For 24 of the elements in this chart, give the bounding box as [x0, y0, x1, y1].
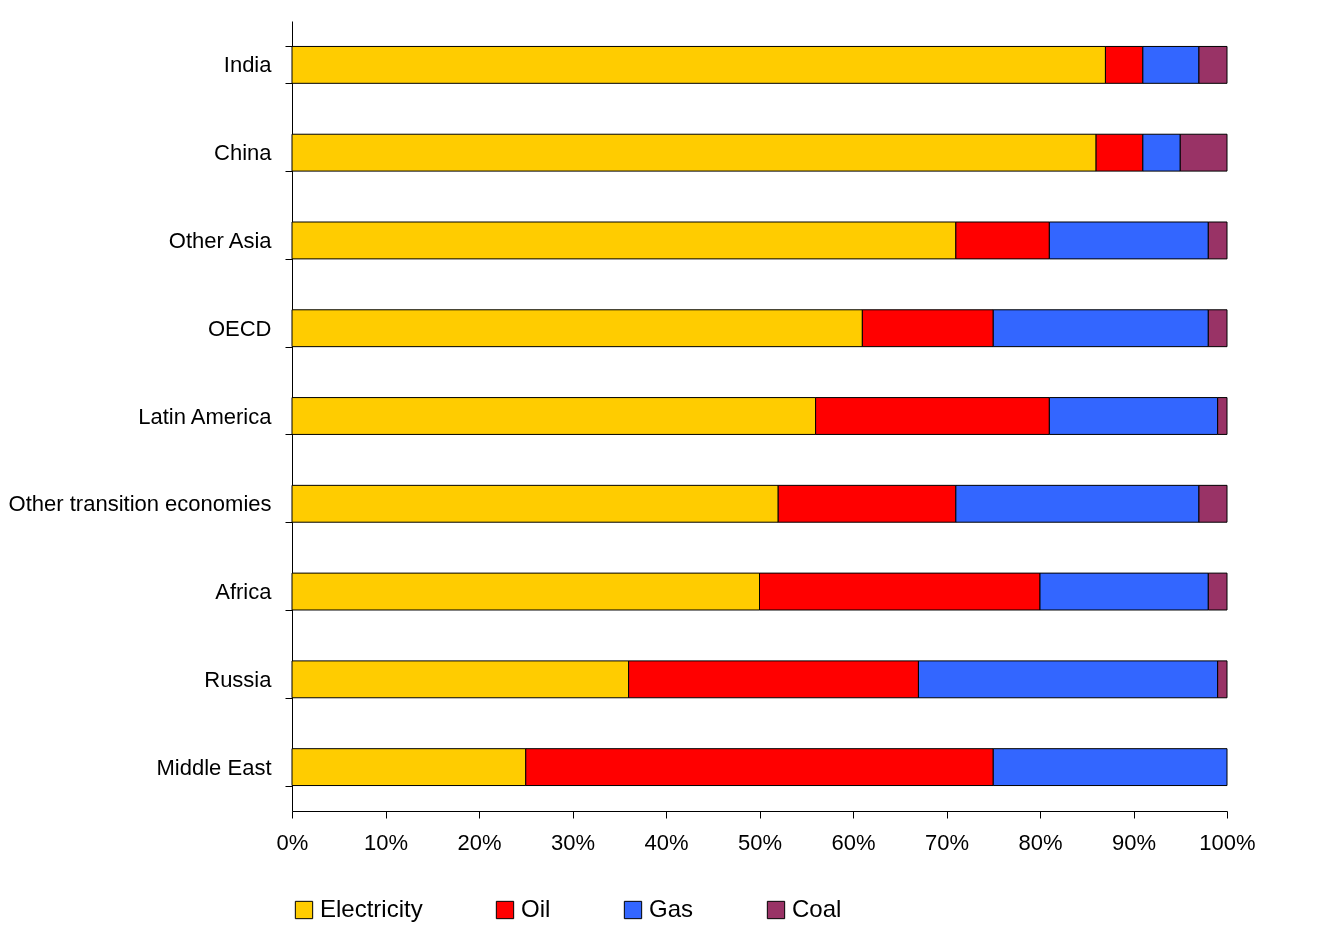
x-tick-label: 60% [831, 829, 876, 855]
x-tick-label: 40% [644, 829, 689, 855]
x-tick-label: 20% [457, 829, 502, 855]
y-tick-label: China [214, 140, 273, 166]
legend-label: Gas [649, 895, 694, 922]
x-tick-label: 80% [1018, 829, 1063, 855]
y-tick-label: Africa [215, 579, 273, 605]
x-tick-label: 70% [924, 829, 970, 855]
x-tick-label: 10% [363, 829, 409, 855]
legend-label: Electricity [320, 895, 423, 922]
legend-label: Oil [521, 895, 551, 922]
x-tick-label: 0% [276, 829, 309, 855]
x-tick-label: 90% [1111, 829, 1157, 855]
y-tick-label: India [223, 52, 273, 78]
x-tick-label: 30% [550, 829, 596, 855]
y-tick-label: Latin America [138, 403, 273, 429]
x-tick-label: 100% [1199, 829, 1256, 855]
legend-label: Coal [792, 895, 842, 922]
y-tick-label: Other Asia [168, 227, 273, 253]
y-tick-label: Russia [204, 666, 273, 692]
y-tick-label: OECD [207, 315, 272, 341]
x-tick-label: 50% [737, 829, 783, 855]
y-tick-label: Middle East [156, 754, 272, 780]
y-tick-label: Other transition economies [8, 491, 272, 517]
